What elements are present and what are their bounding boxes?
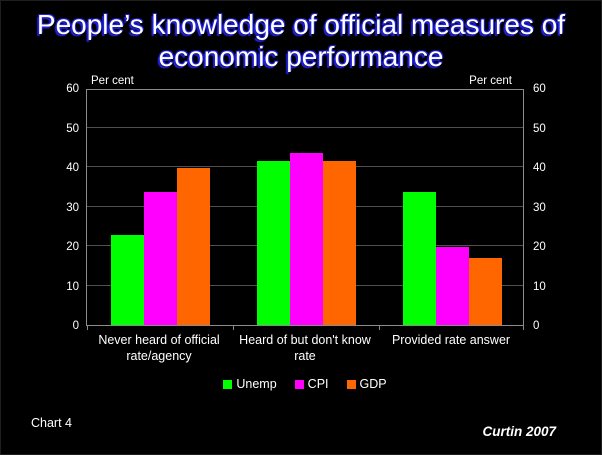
legend-label-unemp: Unemp	[236, 377, 277, 391]
legend-item-cpi: CPI	[294, 377, 329, 391]
bar-unemp-2	[256, 160, 290, 325]
bar-unemp-1	[110, 234, 144, 325]
ytick-left-30: 30	[66, 201, 79, 214]
legend-label-cpi: CPI	[307, 377, 329, 391]
legend-swatch-gdp	[346, 379, 356, 389]
ytick-left-20: 20	[66, 241, 79, 253]
ytick-right-10: 10	[533, 280, 546, 293]
category-label-1: Never heard of official rate/agency	[98, 333, 220, 363]
ytick-right-40: 40	[533, 162, 546, 174]
ytick-right-0: 0	[533, 320, 540, 332]
chart-title-line2: economic performance	[158, 41, 444, 72]
bar-gdp-3	[468, 258, 502, 325]
bar-group-3	[379, 90, 525, 325]
bar-cpi-2	[289, 152, 323, 325]
ytick-left-60: 60	[66, 83, 79, 95]
bar-gdp-1	[176, 168, 210, 325]
ytick-left-0: 0	[72, 320, 79, 332]
bar-group-1	[87, 90, 233, 325]
ytick-right-30: 30	[533, 201, 546, 214]
chart-title: People’s knowledge of official measures …	[1, 9, 601, 73]
y-axis-label-right: Per cent	[469, 75, 512, 87]
bar-unemp-3	[402, 191, 436, 325]
chart-title-line1: People’s knowledge of official measures …	[36, 9, 566, 40]
legend-swatch-cpi	[294, 379, 304, 389]
category-label-2: Heard of but don't know rate	[239, 333, 371, 363]
ytick-right-50: 50	[533, 122, 546, 135]
bar-cpi-3	[435, 246, 469, 325]
category-label-3: Provided rate answer	[391, 333, 511, 347]
ytick-right-60: 60	[533, 83, 546, 95]
legend-swatch-unemp	[223, 379, 233, 389]
legend-item-gdp: GDP	[346, 377, 387, 391]
legend-label-gdp: GDP	[359, 377, 387, 391]
x-axis-tick-mark	[87, 325, 88, 330]
x-axis-tick-mark	[233, 325, 234, 330]
bar-gdp-2	[322, 160, 356, 325]
ytick-left-50: 50	[66, 122, 79, 135]
bar-cpi-1	[143, 191, 177, 325]
legend: Unemp CPI GDP	[86, 377, 524, 391]
y-axis-label-left: Per cent	[91, 75, 134, 87]
x-axis-tick-mark	[523, 325, 524, 330]
gridline-50	[87, 126, 523, 128]
x-axis-tick-mark	[379, 325, 380, 330]
ytick-right-20: 20	[533, 241, 546, 253]
plot-area	[86, 89, 525, 330]
ytick-left-10: 10	[66, 280, 79, 293]
x-axis-category-labels: Never heard of official rate/agency Heard…	[86, 332, 524, 364]
bar-group-2	[233, 90, 379, 325]
ytick-left-40: 40	[66, 162, 79, 174]
legend-item-unemp: Unemp	[223, 377, 277, 391]
chart-number-label: Chart 4	[31, 416, 72, 430]
attribution-label: Curtin 2007	[482, 424, 556, 439]
